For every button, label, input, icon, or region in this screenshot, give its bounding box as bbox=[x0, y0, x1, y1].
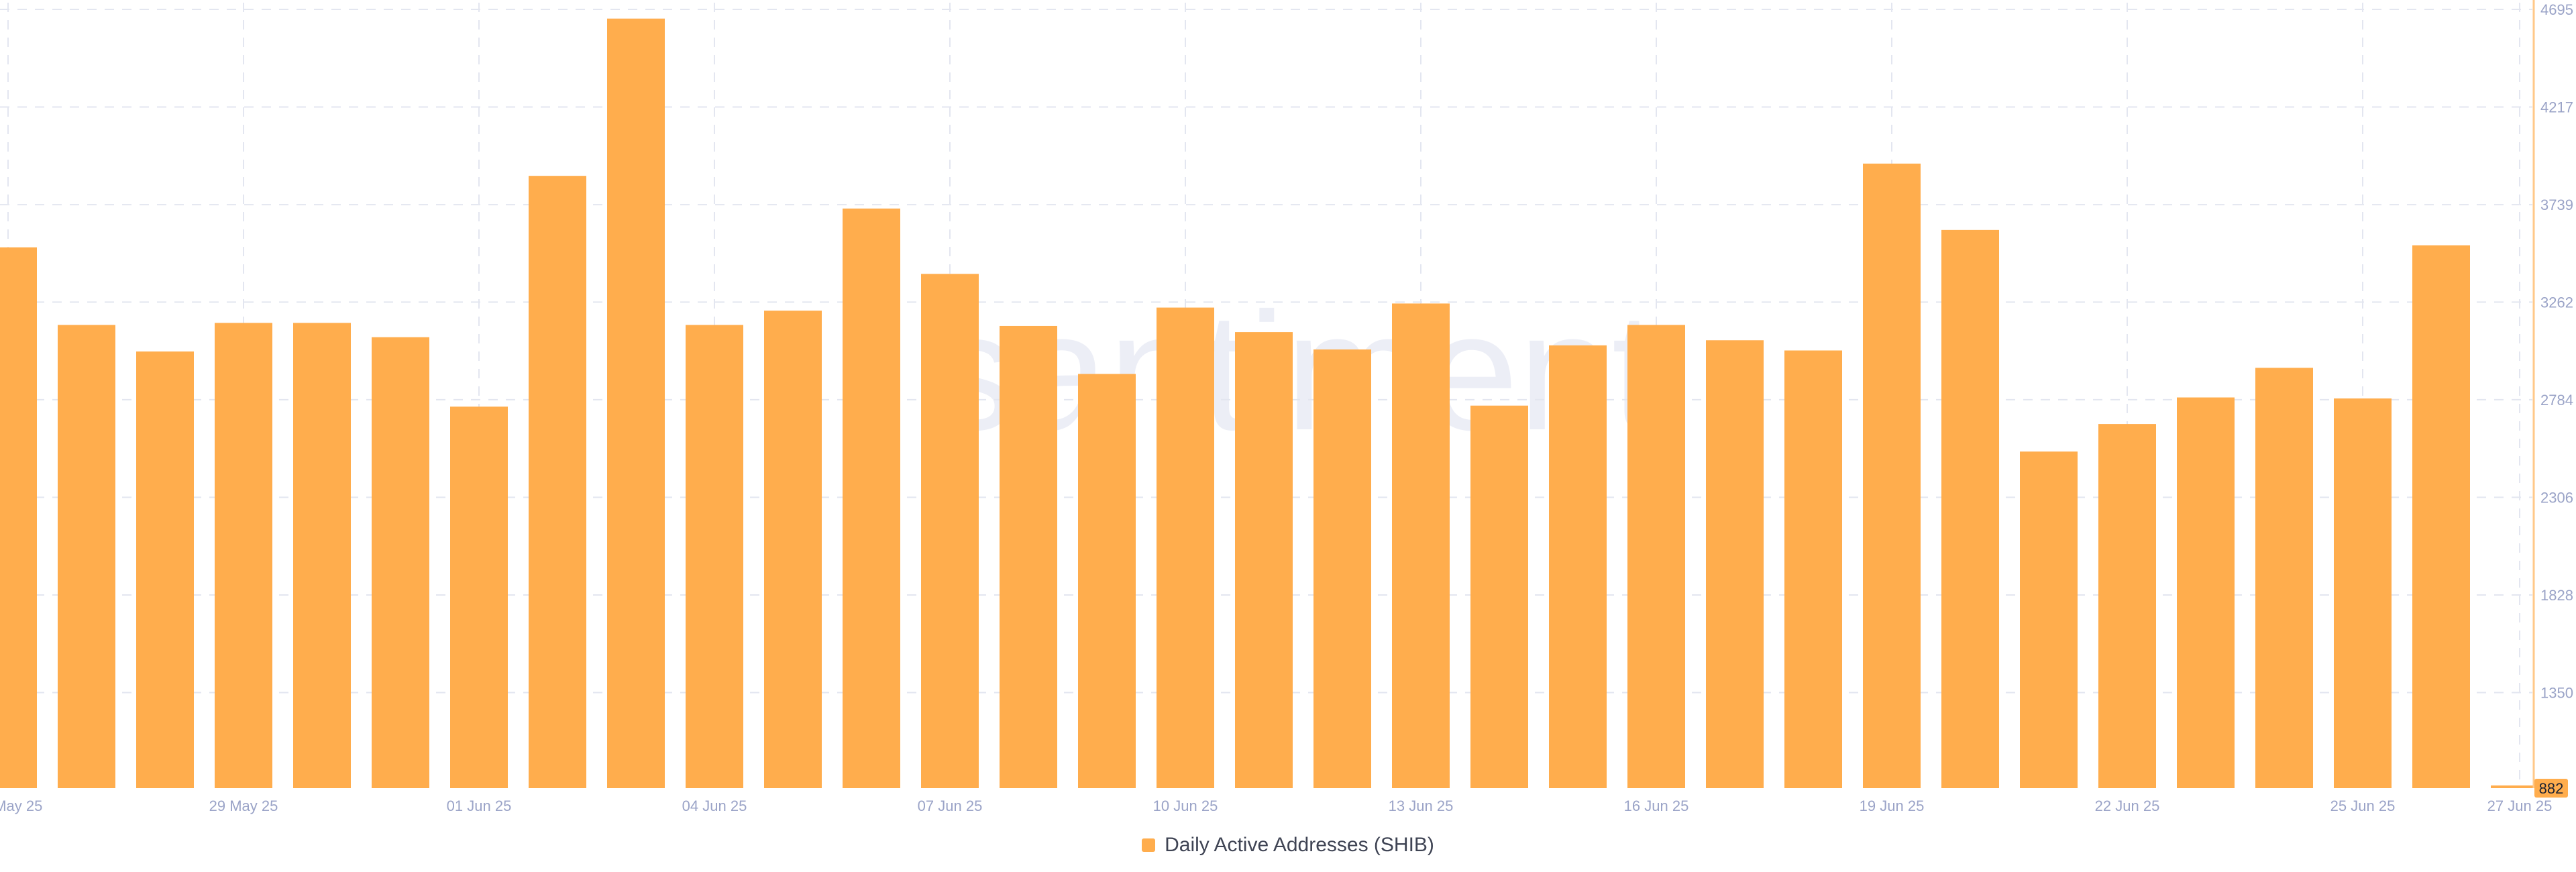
bar[interactable] bbox=[2098, 424, 2156, 788]
x-tick-label: 26 May 25 bbox=[0, 798, 42, 814]
bar[interactable] bbox=[1549, 345, 1607, 788]
bar[interactable] bbox=[1157, 307, 1214, 788]
bar[interactable] bbox=[1863, 163, 1921, 788]
x-tick-label: 29 May 25 bbox=[209, 798, 278, 814]
bar[interactable] bbox=[1235, 332, 1293, 788]
bar[interactable] bbox=[1706, 340, 1764, 788]
y-tick-label: 3739 bbox=[2540, 197, 2573, 213]
x-tick-label: 04 Jun 25 bbox=[682, 798, 747, 814]
bar[interactable] bbox=[1784, 350, 1842, 788]
bar[interactable] bbox=[215, 323, 272, 789]
bar[interactable] bbox=[1392, 303, 1450, 789]
bar[interactable] bbox=[1627, 325, 1685, 788]
y-tick-label: 2306 bbox=[2540, 489, 2573, 506]
y-tick-label: 3262 bbox=[2540, 294, 2573, 311]
bar[interactable] bbox=[764, 311, 822, 788]
bar[interactable] bbox=[0, 247, 37, 789]
y-tick-label: 1350 bbox=[2540, 685, 2573, 702]
bar[interactable] bbox=[529, 176, 586, 788]
bar[interactable] bbox=[843, 208, 900, 788]
legend-swatch bbox=[1142, 838, 1156, 852]
x-tick-label: 16 Jun 25 bbox=[1624, 798, 1689, 814]
x-tick-label: 01 Jun 25 bbox=[447, 798, 512, 814]
bar[interactable] bbox=[1470, 405, 1528, 788]
bar[interactable] bbox=[450, 406, 508, 788]
bar[interactable] bbox=[1078, 374, 1136, 788]
x-tick-label: 10 Jun 25 bbox=[1153, 798, 1218, 814]
last-value-badge bbox=[2534, 779, 2568, 798]
bar[interactable] bbox=[1000, 325, 1057, 788]
bar[interactable] bbox=[2020, 451, 2078, 788]
bars bbox=[0, 18, 2548, 789]
bar[interactable] bbox=[607, 18, 665, 789]
y-tick-label: 2784 bbox=[2540, 392, 2573, 408]
last-value-label: 882 bbox=[2539, 780, 2564, 797]
bar[interactable] bbox=[1941, 229, 1999, 788]
bar[interactable] bbox=[293, 323, 351, 789]
x-tick-label: 19 Jun 25 bbox=[1860, 798, 1925, 814]
bar[interactable] bbox=[2177, 397, 2235, 788]
x-tick-label: 25 Jun 25 bbox=[2330, 798, 2396, 814]
y-tick-label: 1828 bbox=[2540, 587, 2573, 604]
axes: 4695 4217 3739 3262 2784 2306 1828 1350 26 May 2… bbox=[0, 0, 2573, 814]
x-tick-label: 22 Jun 25 bbox=[2095, 798, 2160, 814]
y-tick-label: 4695 bbox=[2540, 1, 2573, 18]
bar[interactable] bbox=[2412, 245, 2470, 788]
bar[interactable] bbox=[686, 325, 743, 788]
x-tick-label: 13 Jun 25 bbox=[1389, 798, 1454, 814]
bar[interactable] bbox=[921, 274, 979, 788]
bar[interactable] bbox=[58, 325, 115, 788]
bar[interactable] bbox=[372, 337, 429, 788]
y-tick-label: 4217 bbox=[2540, 99, 2573, 116]
x-tick-label: 27 Jun 25 bbox=[2487, 798, 2553, 814]
bar[interactable] bbox=[2255, 368, 2313, 788]
bar[interactable] bbox=[2334, 398, 2392, 788]
legend[interactable]: Daily Active Addresses (SHIB) bbox=[0, 832, 2576, 859]
bar[interactable] bbox=[2491, 785, 2548, 788]
bar[interactable] bbox=[136, 351, 194, 788]
bar[interactable] bbox=[1313, 349, 1371, 788]
x-tick-label: 07 Jun 25 bbox=[918, 798, 983, 814]
legend-label: Daily Active Addresses (SHIB) bbox=[1165, 834, 1434, 856]
